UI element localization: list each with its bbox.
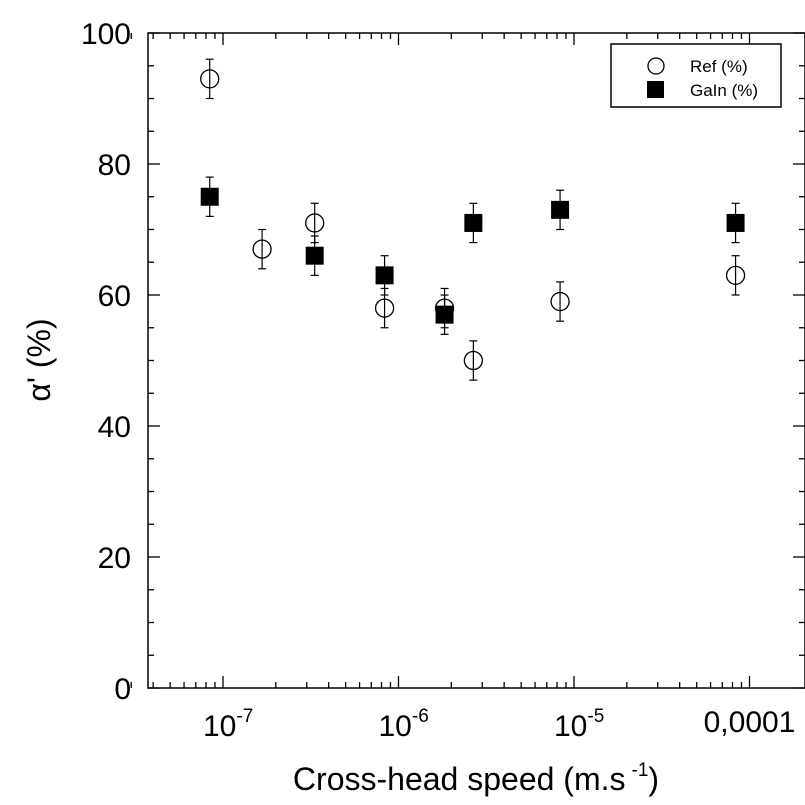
y-tick-label: 40 <box>98 411 131 444</box>
data-point-gain <box>375 266 394 285</box>
x-tick-label-exponent: -6 <box>412 706 429 727</box>
points-layer <box>200 58 746 381</box>
x-axis-title-suffix: ) <box>648 761 659 797</box>
y-tick-label: 100 <box>81 18 131 51</box>
y-axis-title: α' (%) <box>21 318 57 401</box>
y-tick-label: 60 <box>98 280 131 313</box>
data-point-ref <box>463 350 484 371</box>
legend-marker-ref <box>647 57 665 75</box>
x-tick-label-base: 10 <box>203 710 236 743</box>
x-tick-label-base: 10 <box>379 710 412 743</box>
x-tick-label-exponent: -7 <box>236 706 253 727</box>
data-point-ref <box>200 69 220 89</box>
x-tick-label: 10-6 <box>379 706 429 743</box>
y-axis-title-text: α' (%) <box>21 318 57 401</box>
x-axis-title-superscript: -1 <box>632 760 649 781</box>
x-tick-label: 10-7 <box>203 706 253 743</box>
data-point-gain <box>435 305 454 324</box>
data-point-ref <box>252 239 272 259</box>
y-tick-label: 80 <box>98 149 131 182</box>
y-tick-labels: 0 20 40 60 80 100 <box>81 18 131 706</box>
data-point-gain <box>305 246 324 265</box>
x-tick-labels: 10-7 10-6 10-5 0,0001 <box>203 706 795 743</box>
x-tick-label-exponent: -5 <box>587 706 604 727</box>
data-point-gain <box>551 200 570 219</box>
x-axis-title: Cross-head speed (m.s -1) <box>293 760 659 797</box>
data-point-gain <box>464 213 483 232</box>
ticks-layer <box>130 32 805 689</box>
legend-label-ref: Ref (%) <box>690 57 748 76</box>
x-tick-label: 10-5 <box>554 706 604 743</box>
x-tick-label-base: 10 <box>554 710 587 743</box>
x-axis-title-main: Cross-head speed (m.s <box>293 761 626 797</box>
data-point-ref <box>550 291 570 312</box>
legend-marker-gain <box>647 81 664 98</box>
data-point-ref <box>374 298 395 318</box>
plot-frame <box>147 32 805 689</box>
legend-label-gain: GaIn (%) <box>690 81 758 100</box>
y-tick-label: 20 <box>98 542 131 575</box>
data-point-ref <box>305 213 325 233</box>
y-tick-label: 0 <box>114 673 131 706</box>
legend-box <box>610 43 782 108</box>
data-point-ref <box>725 265 746 286</box>
legend: Ref (%) GaIn (%) <box>610 43 782 108</box>
data-point-gain <box>200 187 219 206</box>
x-tick-label: 0,0001 <box>704 706 796 739</box>
data-point-gain <box>726 213 745 232</box>
